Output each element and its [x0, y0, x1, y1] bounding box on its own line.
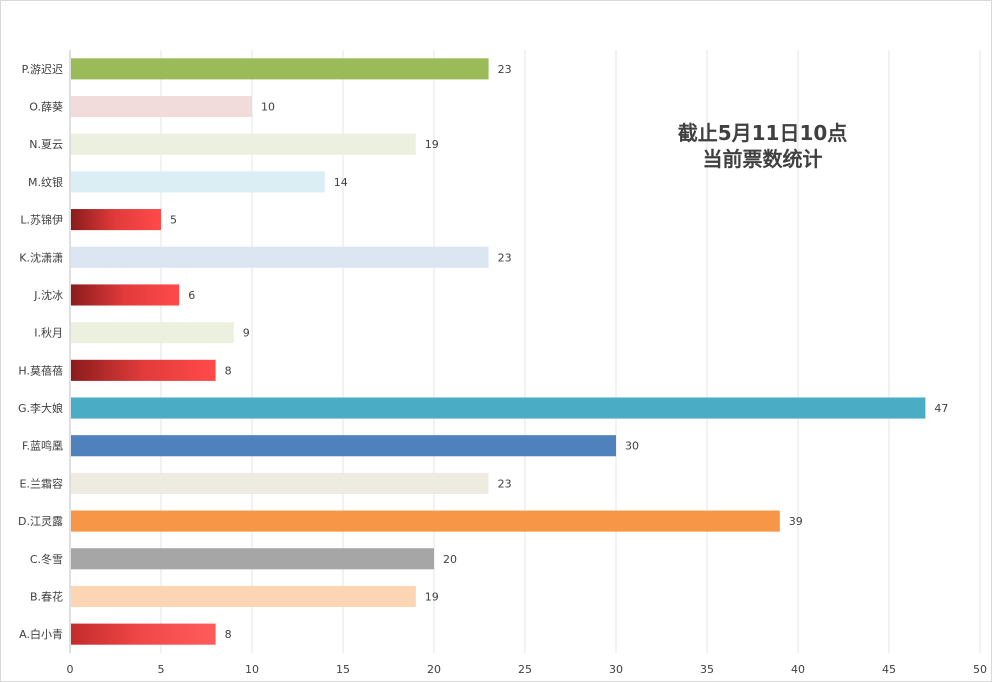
- bar: [71, 95, 252, 118]
- x-tick-label: 10: [245, 663, 259, 676]
- data-label: 14: [334, 176, 348, 189]
- data-label: 47: [934, 402, 948, 415]
- bar: [71, 623, 216, 645]
- data-label: 10: [261, 101, 275, 114]
- bar: [71, 284, 180, 306]
- bar: [71, 322, 234, 344]
- data-label: 5: [170, 214, 177, 227]
- category-label: M.纹银: [28, 175, 63, 189]
- bar: [71, 171, 325, 193]
- category-label: I.秋月: [34, 326, 63, 340]
- x-tick-label: 20: [427, 663, 441, 676]
- x-tick-label: 15: [336, 663, 350, 676]
- chart-title-line-2: 当前票数统计: [702, 147, 823, 171]
- category-label: E.兰霜容: [20, 476, 63, 490]
- bar: [71, 133, 416, 155]
- category-label: G.李大娘: [18, 401, 63, 415]
- x-tick-label: 25: [518, 663, 532, 676]
- category-label: J.沈冰: [33, 288, 63, 302]
- bar: [71, 510, 780, 532]
- data-label: 19: [425, 590, 439, 603]
- bar: [71, 397, 926, 419]
- bars: [71, 58, 926, 645]
- category-label: P.游迟迟: [22, 63, 63, 76]
- x-tick-label: 40: [791, 663, 805, 676]
- category-label: O.薛葵: [29, 101, 63, 114]
- bar: [71, 246, 489, 268]
- category-label: D.江灵露: [18, 515, 63, 528]
- data-labels: 23 10 19 14 5 23 6 9 8 47 30 23 39 20 19 8: [170, 63, 948, 641]
- data-label: 8: [225, 628, 232, 641]
- bar: [71, 548, 434, 570]
- x-tick-label: 5: [158, 663, 165, 676]
- data-label: 23: [498, 251, 512, 264]
- data-label: 23: [498, 477, 512, 490]
- category-label: K.沈潇潇: [19, 250, 63, 264]
- category-label: F.蓝鸣凰: [22, 439, 63, 453]
- data-label: 23: [498, 63, 512, 76]
- category-label: H.莫蓓蓓: [18, 364, 63, 377]
- data-label: 6: [188, 289, 195, 302]
- bar: [71, 359, 216, 381]
- bar: [71, 585, 416, 608]
- data-label: 20: [443, 553, 457, 566]
- x-tick-label: 35: [700, 663, 714, 676]
- category-label: C.冬雪: [30, 552, 63, 566]
- chart-title-line-1: 截止5月11日10点: [677, 121, 848, 145]
- bar: [71, 58, 489, 80]
- x-tick-label: 45: [882, 663, 896, 676]
- x-tick-label: 30: [609, 663, 623, 676]
- data-label: 30: [625, 440, 639, 453]
- category-labels: P.游迟迟 O.薛葵 N.夏云 M.纹银 L.苏锦伊 K.沈潇潇 J.沈冰 I.秋月 H.莫蓓蓓…: [18, 63, 63, 641]
- bar: [71, 209, 161, 231]
- category-label: B.春花: [30, 590, 63, 603]
- chart-title: 截止5月11日10点 当前票数统计: [640, 120, 885, 172]
- x-tick-label: 50: [973, 663, 987, 676]
- data-label: 19: [425, 138, 439, 151]
- data-label: 39: [789, 515, 803, 528]
- data-label: 9: [243, 327, 250, 340]
- data-label: 8: [225, 364, 232, 377]
- x-tick-labels: 0 5 10 15 20 25 30 35 40 45 50: [67, 663, 988, 676]
- x-tick-label: 0: [67, 663, 74, 676]
- category-label: A.白小青: [19, 627, 63, 641]
- bar: [71, 472, 489, 494]
- bar: [71, 435, 616, 457]
- category-label: L.苏锦伊: [20, 213, 63, 227]
- category-label: N.夏云: [29, 138, 63, 151]
